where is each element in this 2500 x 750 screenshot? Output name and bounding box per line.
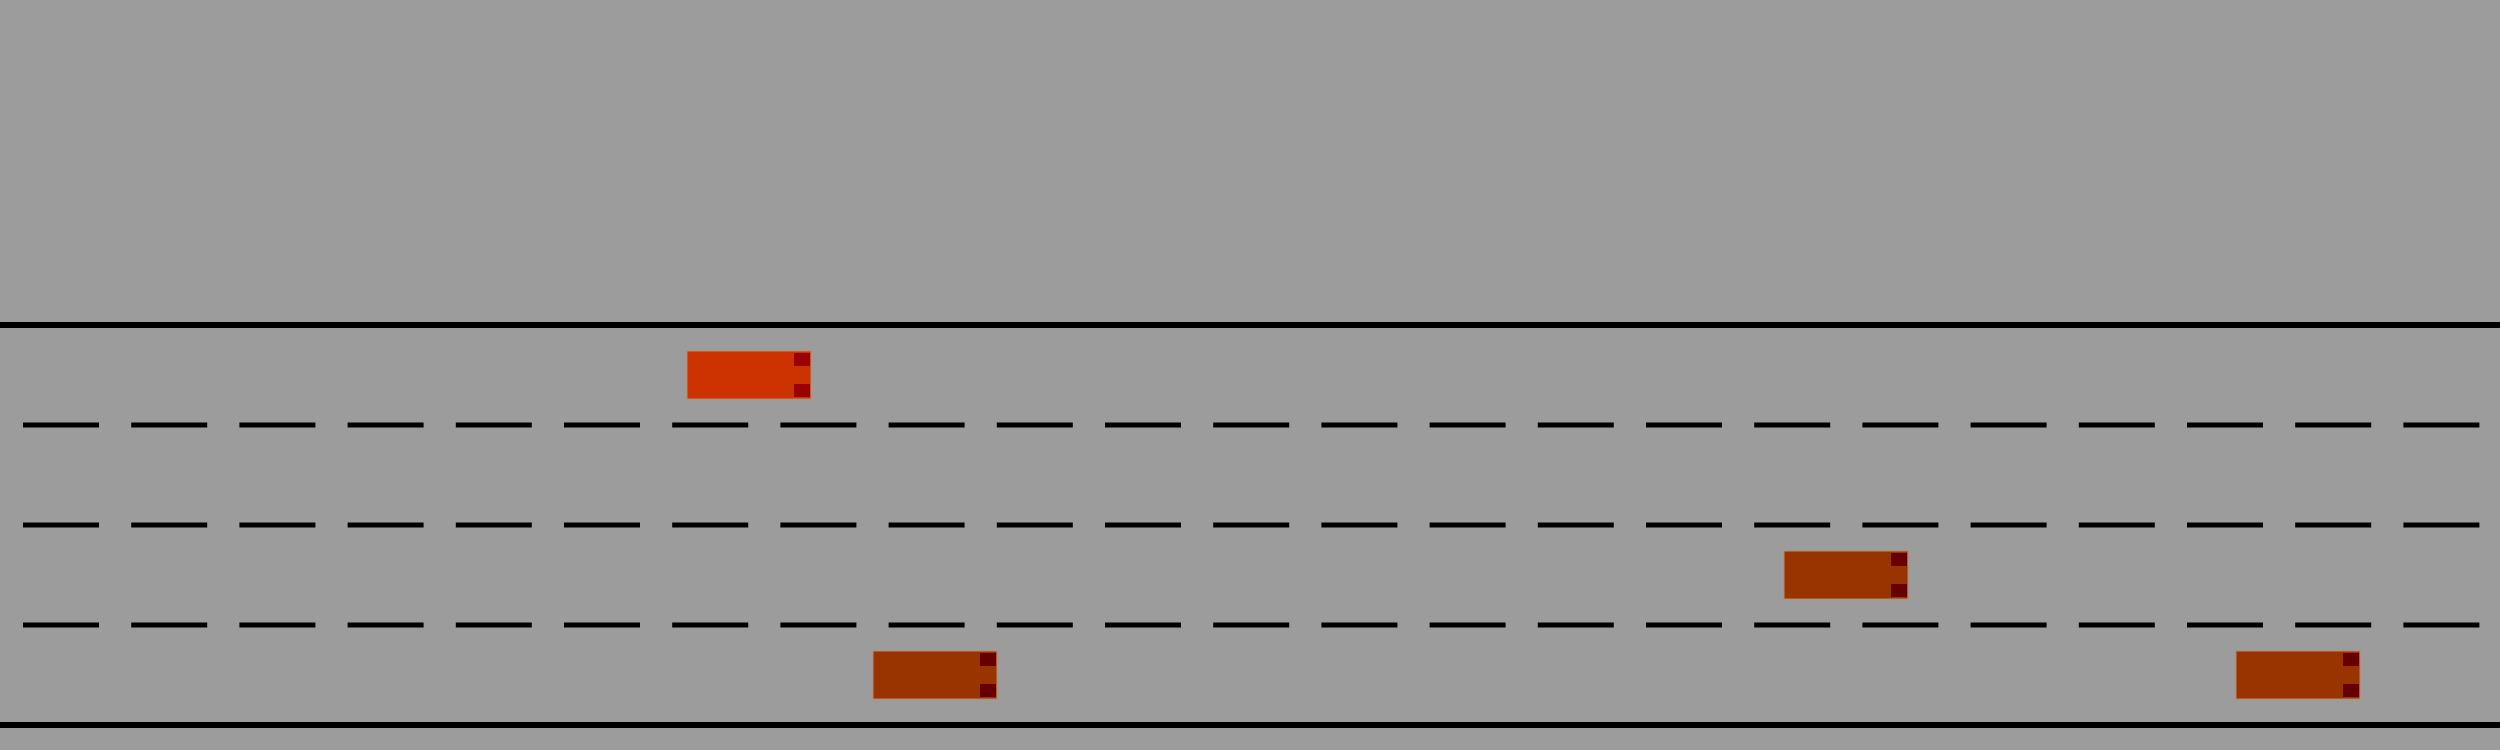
road-edge-bottom bbox=[0, 722, 2500, 728]
vehicle-other-2 bbox=[872, 650, 998, 700]
road-edge-top bbox=[0, 322, 2500, 328]
vehicle-headlight-left bbox=[980, 653, 996, 666]
vehicle-headlight-left bbox=[794, 353, 810, 366]
vehicle-body bbox=[872, 650, 998, 700]
vehicle-body bbox=[1783, 550, 1909, 600]
vehicle-headlight-right bbox=[2343, 684, 2359, 697]
vehicle-body bbox=[2235, 650, 2361, 700]
vehicle-headlight-right bbox=[794, 384, 810, 397]
vehicle-body bbox=[686, 350, 812, 400]
vehicles-layer bbox=[686, 350, 2361, 700]
lane-divider-lines bbox=[23, 422, 2480, 628]
vehicle-other-1 bbox=[1783, 550, 1909, 600]
ego-vehicle bbox=[686, 350, 812, 400]
road-edge-lines bbox=[0, 322, 2500, 728]
vehicle-other-3 bbox=[2235, 650, 2361, 700]
vehicle-headlight-left bbox=[2343, 653, 2359, 666]
vehicle-headlight-right bbox=[980, 684, 996, 697]
vehicle-headlight-right bbox=[1891, 584, 1907, 597]
vehicle-headlight-left bbox=[1891, 553, 1907, 566]
